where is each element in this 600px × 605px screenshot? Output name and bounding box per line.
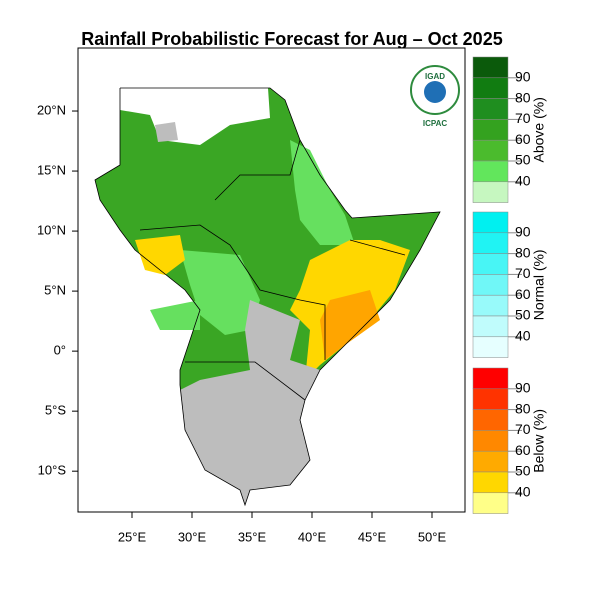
legend-title: Normal (%) (531, 249, 547, 320)
lon-tick-label: 50°E (418, 529, 447, 544)
map-title: Rainfall Probabilistic Forecast for Aug … (81, 29, 502, 49)
legend-title: Below (%) (531, 409, 547, 473)
light-green (290, 140, 355, 245)
map-layers (94, 87, 441, 507)
lat-tick-label: 10°S (38, 463, 67, 478)
gray-region (180, 300, 320, 505)
legend-label: 90 (515, 224, 531, 240)
legend-label: 50 (515, 152, 531, 168)
legend-label: 60 (515, 131, 531, 147)
lon-tick-label: 45°E (358, 529, 387, 544)
legend-swatch (472, 56, 509, 79)
above-region (95, 88, 440, 505)
legend-label: 70 (515, 110, 531, 126)
legend-swatch (472, 181, 509, 203)
gray-region (155, 122, 178, 142)
legend-swatch (472, 294, 509, 317)
legend-swatch (472, 388, 509, 410)
legend-swatch (472, 98, 509, 120)
legend-label: 80 (515, 244, 531, 260)
legend-swatch (472, 367, 509, 390)
legend-label: 50 (515, 307, 531, 323)
border (139, 224, 326, 360)
legend-label: 70 (515, 421, 531, 437)
legend-swatch (472, 119, 509, 141)
legend-swatch (472, 274, 509, 296)
lat-tick-label: 15°N (37, 162, 66, 177)
lat-tick-label: 20°N (37, 102, 66, 117)
legend-swatch (472, 409, 509, 431)
border (185, 361, 306, 401)
legend-swatch (472, 211, 509, 234)
legend-swatch (472, 139, 509, 162)
legend-swatch (472, 336, 509, 358)
lon-tick-label: 40°E (298, 529, 327, 544)
legend-label: 60 (515, 442, 531, 458)
logo-text: IGAD (425, 72, 445, 81)
legend-label: 90 (515, 69, 531, 85)
legend-title: Above (%) (531, 97, 547, 162)
border (349, 239, 406, 256)
lon-tick-label: 30°E (178, 529, 207, 544)
legend-swatch (472, 77, 509, 99)
lon-tick-label: 25°E (118, 529, 147, 544)
legend-swatch (472, 430, 509, 452)
logo: IGAD ICPAC (410, 65, 460, 128)
legend-label: 60 (515, 286, 531, 302)
border (94, 87, 441, 507)
lat-tick-label: 5°S (45, 403, 66, 418)
border (214, 139, 301, 201)
legend-label: 40 (515, 173, 531, 189)
logo-text: ICPAC (423, 119, 448, 128)
logo-globe (424, 81, 446, 103)
legend-label: 40 (515, 484, 531, 500)
legend-swatch (472, 315, 509, 338)
legend-swatch (472, 471, 509, 494)
legend-label: 40 (515, 328, 531, 344)
legend-swatch (472, 160, 509, 183)
legend-swatch (472, 450, 509, 473)
light-green (150, 300, 200, 330)
orange-region (320, 290, 380, 360)
legend-label: 80 (515, 400, 531, 416)
legend-label: 50 (515, 463, 531, 479)
legend-label: 70 (515, 265, 531, 281)
lat-tick-label: 5°N (44, 283, 66, 298)
lon-tick-label: 35°E (238, 529, 267, 544)
lat-tick-label: 0° (54, 343, 66, 358)
legend-label: 80 (515, 89, 531, 105)
legend-swatch (472, 492, 509, 514)
legend-swatch (472, 232, 509, 254)
lat-tick-label: 10°N (37, 223, 66, 238)
legend-swatch (472, 253, 509, 275)
legend-label: 90 (515, 380, 531, 396)
yellow-region (135, 235, 185, 275)
